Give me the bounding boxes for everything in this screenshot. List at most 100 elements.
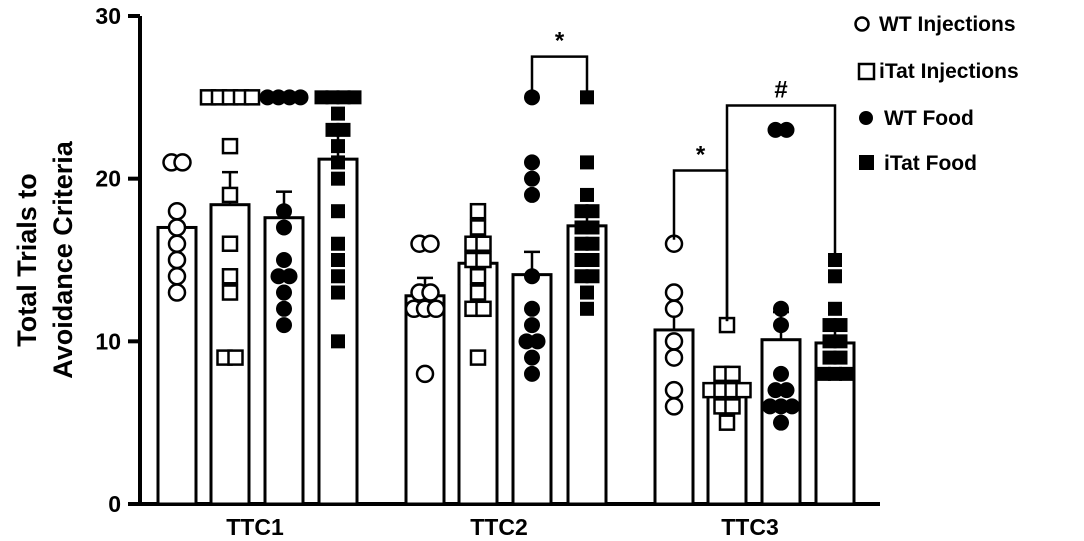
bar-group-wt-food-ttc1 — [259, 89, 309, 506]
legend-marker-square-filled — [859, 155, 874, 170]
data-point — [276, 219, 292, 236]
data-point — [475, 300, 492, 318]
bar-group-wt-food-ttc3 — [760, 121, 802, 506]
data-point — [336, 90, 351, 105]
data-point — [664, 380, 684, 400]
bar-group-itat-food-ttc3 — [814, 253, 856, 506]
data-point — [524, 317, 540, 334]
data-point — [331, 334, 345, 349]
bar-group-itat-food-ttc1 — [314, 90, 362, 506]
legend-label: WT Food — [884, 107, 974, 130]
legend-marker-circle-open — [854, 16, 870, 32]
data-point — [817, 366, 831, 381]
data-point — [221, 268, 239, 285]
data-point — [221, 235, 239, 252]
data-point — [724, 365, 741, 383]
data-point — [270, 268, 287, 285]
data-point — [331, 236, 345, 251]
data-point — [469, 268, 487, 285]
data-point — [336, 122, 351, 137]
data-point — [331, 253, 345, 267]
data-point — [773, 365, 789, 382]
bracket-line — [530, 55, 589, 103]
data-point — [469, 219, 487, 236]
data-point — [839, 366, 853, 381]
y-tick-label: 20 — [95, 166, 121, 192]
data-point — [325, 90, 340, 105]
data-point — [524, 154, 540, 171]
data-point — [574, 253, 589, 267]
data-point — [281, 268, 298, 285]
bracket-line — [725, 104, 837, 322]
y-tick-label: 0 — [108, 491, 121, 517]
legend-label: iTat Injections — [879, 60, 1019, 83]
data-point — [580, 301, 594, 316]
data-point — [585, 236, 600, 251]
data-point — [331, 285, 345, 300]
data-point — [784, 398, 800, 415]
data-point — [331, 106, 345, 121]
data-point — [773, 300, 789, 317]
data-point — [221, 284, 239, 301]
y-axis-ticks: 0 10 20 30 — [95, 3, 140, 517]
data-point — [331, 171, 345, 186]
data-point — [469, 284, 487, 301]
significance-label: # — [774, 76, 787, 103]
legend-item-itat-injections: iTat Injections — [857, 60, 1019, 83]
data-point — [580, 155, 594, 170]
data-point — [664, 348, 684, 367]
data-point — [529, 333, 546, 350]
data-point — [822, 334, 837, 349]
data-point — [524, 170, 540, 187]
data-point — [347, 90, 362, 105]
bar-group-wt-injections-ttc1 — [156, 153, 198, 506]
data-point — [475, 235, 492, 252]
bar-group-itat-injections-ttc2 — [457, 202, 499, 506]
data-point — [167, 267, 187, 286]
data-point — [421, 234, 440, 253]
data-point — [833, 334, 848, 349]
bar-group-wt-injections-ttc3 — [653, 234, 695, 506]
data-point — [828, 366, 842, 381]
data-point — [833, 350, 848, 365]
y-tick-label: 30 — [95, 3, 121, 29]
data-point — [524, 349, 540, 366]
bar — [404, 294, 446, 506]
data-point — [580, 187, 594, 202]
data-point — [167, 283, 187, 302]
data-point — [292, 89, 309, 106]
data-point — [221, 186, 239, 204]
bar-group-itat-injections-ttc3 — [702, 316, 752, 506]
data-point — [276, 284, 292, 301]
data-point — [585, 269, 600, 284]
data-point — [778, 382, 795, 399]
data-point — [828, 301, 842, 316]
data-point — [580, 285, 594, 300]
group-label-ttc2: TTC2 — [470, 514, 528, 540]
data-point — [833, 318, 848, 333]
data-point — [773, 398, 789, 415]
data-point — [664, 332, 684, 351]
data-point — [276, 317, 292, 334]
data-point — [718, 414, 736, 431]
data-point — [822, 350, 837, 365]
data-point — [724, 398, 741, 415]
legend: WT Injections iTat Injections WT Food iT… — [854, 13, 1019, 175]
data-point — [276, 203, 292, 220]
data-point — [421, 283, 440, 302]
data-point — [767, 382, 784, 399]
data-point — [167, 201, 187, 221]
data-point — [331, 204, 345, 219]
data-point — [167, 250, 187, 270]
y-axis-title: Total Trials to Avoidance Criteria — [12, 140, 78, 379]
group-label-ttc1: TTC1 — [226, 514, 284, 540]
bar-group-itat-food-ttc2 — [566, 90, 608, 506]
data-point — [314, 90, 329, 105]
data-point — [325, 122, 340, 137]
data-point — [767, 121, 784, 138]
data-point — [574, 269, 589, 284]
data-point — [664, 283, 684, 302]
data-point — [524, 300, 540, 317]
data-point — [574, 220, 589, 235]
group-label-ttc3: TTC3 — [721, 514, 779, 540]
